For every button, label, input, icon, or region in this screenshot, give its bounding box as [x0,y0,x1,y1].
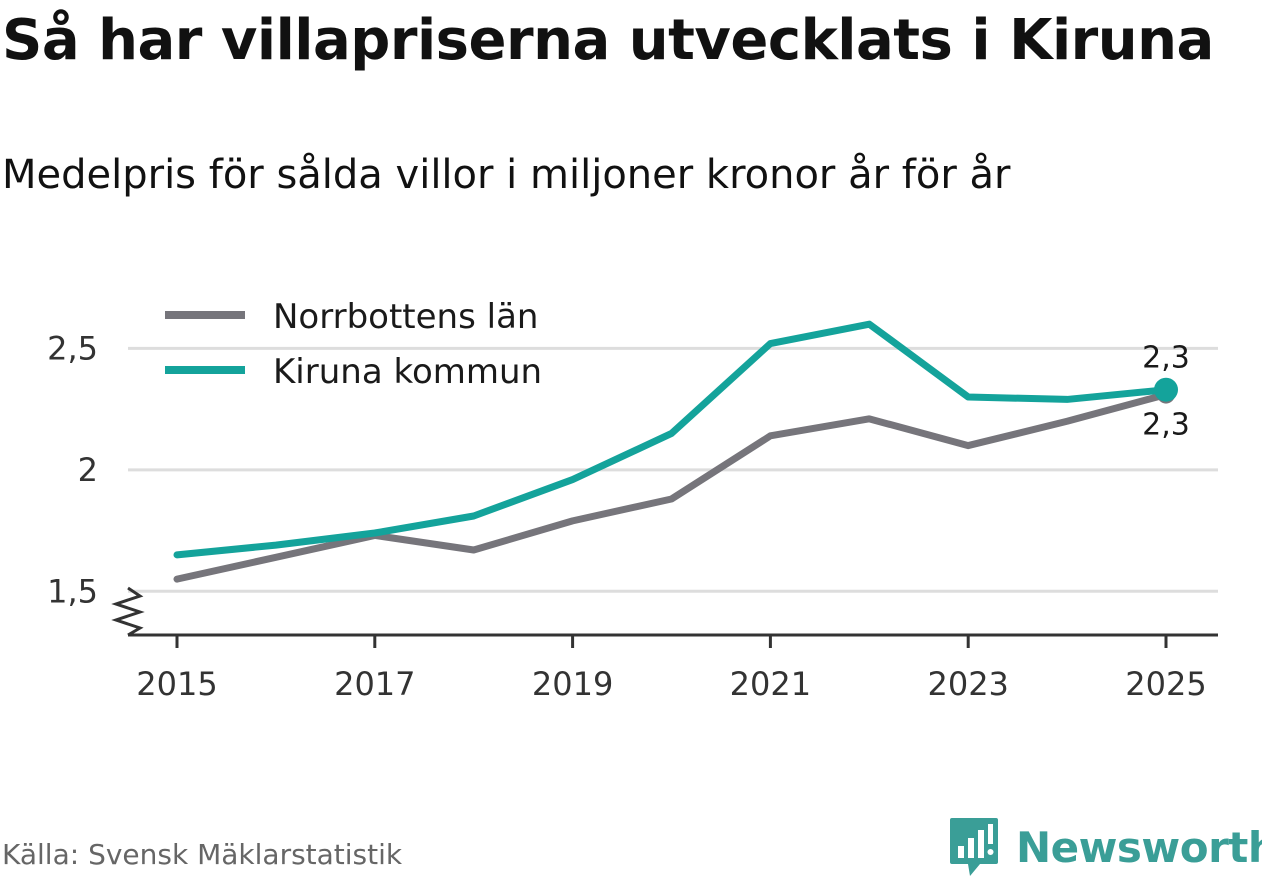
newsworthy-logo-icon [950,818,998,876]
end-label-norrbotten: 2,3 [1142,408,1190,443]
axes: 2015 2017 2019 2021 2023 2025 [111,586,1218,703]
legend-label-kiruna: Kiruna kommun [273,352,542,392]
brand-logo: Newsworthy [948,816,1262,878]
line-chart: 1,5 2 2,5 2015 2017 2019 2021 2023 2025 2,32,3 … [47,297,1218,703]
axis-break-icon [111,586,145,637]
brand-name: Newsworthy [1016,822,1262,872]
series-line-norrbotten [173,391,1170,583]
chart-subtitle: Medelpris för sålda villor i miljoner kr… [2,152,1011,198]
end-point-kiruna [1154,377,1178,402]
x-tick-label: 2023 [927,665,1008,703]
x-tick-label: 2017 [334,665,415,703]
y-tick-label: 1,5 [47,572,98,610]
legend: Norrbottens län Kiruna kommun [165,297,542,392]
x-tick-label: 2019 [532,665,613,703]
x-tick-label: 2021 [730,665,811,703]
x-tick-label: 2025 [1125,665,1206,703]
series-line-kiruna [173,320,1170,559]
series: 2,3 2,3 [173,320,1190,583]
gridlines: 1,5 2 2,5 [47,329,1218,610]
chart-title: Så har villapriserna utvecklats i Kiruna [2,8,1214,73]
end-label-kiruna: 2,3 [1142,341,1190,376]
source-note: Källa: Svensk Mäklarstatistik [2,838,403,871]
x-tick-label: 2015 [136,665,217,703]
legend-label-norrbotten: Norrbottens län [273,297,538,337]
y-tick-label: 2 [78,451,98,489]
y-tick-label: 2,5 [47,329,98,367]
